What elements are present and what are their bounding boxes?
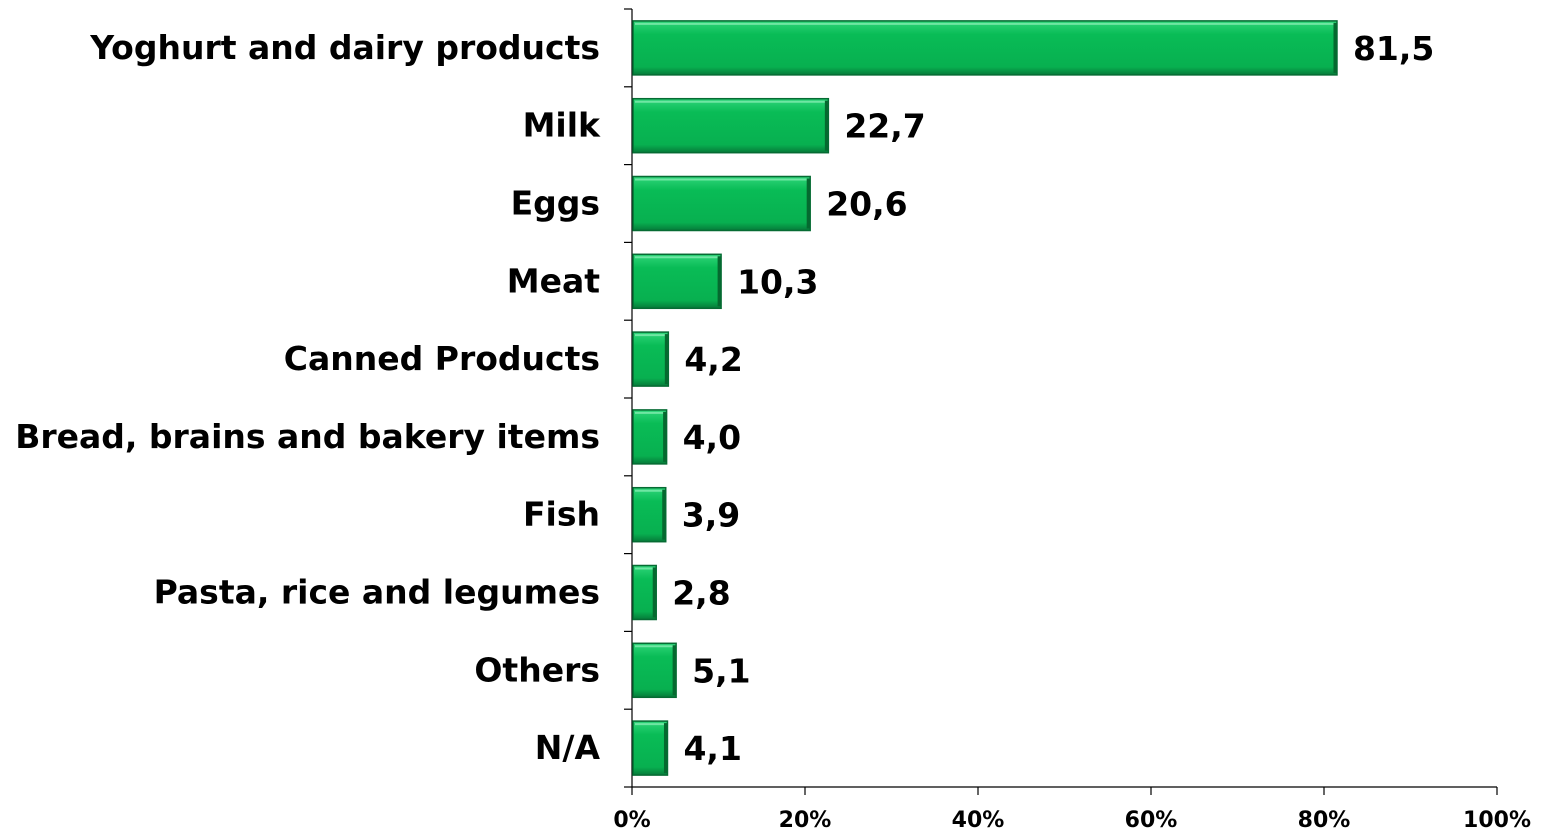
bar-body	[632, 720, 669, 776]
bar-body	[632, 97, 830, 154]
category-label: Milk	[523, 106, 601, 145]
x-tick-label: 20%	[779, 808, 832, 831]
bar-body	[632, 175, 811, 232]
bar	[632, 97, 830, 154]
data-label: 4,2	[684, 340, 742, 379]
bar	[632, 331, 670, 387]
bar-body	[632, 331, 670, 387]
bar	[632, 20, 1338, 76]
category-label: Fish	[523, 495, 600, 534]
x-tick-label: 40%	[952, 808, 1005, 831]
data-label: 2,8	[672, 574, 730, 613]
bar	[632, 642, 677, 699]
bar	[632, 564, 657, 621]
x-tick-label: 0%	[613, 808, 650, 831]
category-label: Pasta, rice and legumes	[154, 573, 600, 612]
bar-body	[632, 409, 668, 465]
data-label: 81,5	[1353, 29, 1434, 68]
bar-body	[632, 20, 1338, 76]
bar	[632, 720, 669, 776]
category-label: Others	[474, 650, 600, 689]
axes	[624, 8, 1498, 795]
bar	[632, 486, 667, 543]
data-label: 3,9	[682, 496, 740, 535]
bar	[632, 409, 668, 465]
value-labels: 81,5 22,7 20,610,3 4,2 4,0 3,9 2,8 5,1 4,1	[672, 29, 1434, 768]
category-label: Meat	[507, 261, 600, 300]
category-labels: Yoghurt and dairy products Milk Eggs Meat Ca…	[15, 28, 601, 767]
x-tick-label: 60%	[1125, 808, 1178, 831]
bar-body	[632, 564, 657, 621]
data-label: 5,1	[692, 651, 750, 690]
data-label: 4,1	[683, 729, 741, 768]
bar-body	[632, 486, 667, 543]
category-label: Bread, brains and bakery items	[15, 417, 600, 456]
data-label: 10,3	[737, 262, 818, 301]
category-label: Eggs	[511, 184, 600, 223]
bars-group	[632, 20, 1338, 776]
x-tick-label: 100%	[1463, 808, 1531, 831]
data-label: 4,0	[683, 418, 741, 457]
bar	[632, 175, 811, 232]
category-label: Canned Products	[284, 339, 600, 378]
bar	[632, 253, 722, 310]
x-tick-label: 80%	[1298, 808, 1351, 831]
bar-body	[632, 253, 722, 310]
bar-body	[632, 642, 677, 699]
category-label: N/A	[535, 728, 601, 767]
data-label: 20,6	[826, 185, 907, 224]
x-axis-ticks: 0% 20% 40% 60% 80% 100%	[613, 808, 1531, 831]
data-label: 22,7	[844, 107, 925, 146]
category-label: Yoghurt and dairy products	[89, 28, 600, 67]
